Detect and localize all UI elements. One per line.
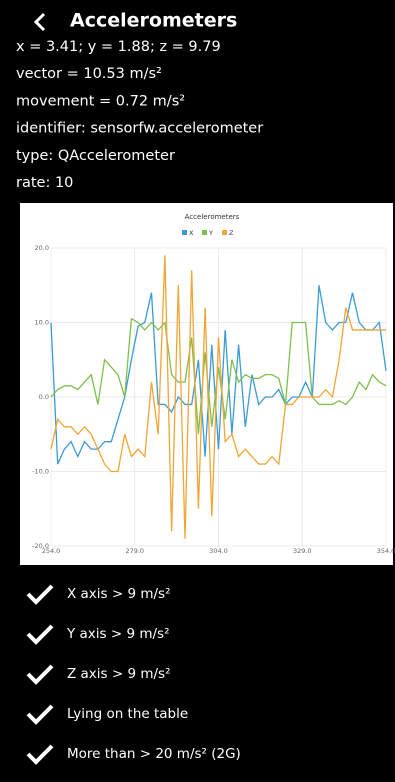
info-line: movement = 0.72 m/s² <box>16 93 185 109</box>
x-tick-label: 279.0 <box>125 547 144 555</box>
x-tick-label: 354.0 <box>377 547 395 555</box>
y-tick-label: 10.0 <box>35 319 49 327</box>
legend-swatch <box>222 230 227 235</box>
page-title: Accelerometers <box>70 10 237 32</box>
check-icon <box>26 664 54 685</box>
info-line: x = 3.41; y = 1.88; z = 9.79 <box>16 39 221 55</box>
check-label: Z axis > 9 m/s² <box>67 666 171 682</box>
y-tick-label: -10.0 <box>32 468 49 476</box>
check-icon <box>26 624 54 645</box>
info-line: type: QAccelerometer <box>16 148 175 164</box>
x-tick-label: 304.0 <box>209 547 228 555</box>
info-line: rate: 10 <box>16 175 73 191</box>
check-label: X axis > 9 m/s² <box>67 586 171 602</box>
y-tick-label: 0.0 <box>39 393 49 401</box>
legend-swatch <box>202 230 207 235</box>
y-tick-label: -20.0 <box>32 542 49 550</box>
check-label: Lying on the table <box>67 706 188 722</box>
check-label: Y axis > 9 m/s² <box>66 626 170 642</box>
check-icon <box>26 744 54 765</box>
legend-label: X <box>189 229 194 237</box>
check-icon <box>26 584 54 605</box>
check-label: More than > 20 m/s² (2G) <box>67 746 241 762</box>
info-line: identifier: sensorfw.accelerometer <box>16 121 263 137</box>
info-line: vector = 10.53 m/s² <box>16 66 162 82</box>
x-tick-label: 254.0 <box>42 547 61 555</box>
series-line <box>50 255 386 539</box>
back-button[interactable] <box>33 12 46 32</box>
x-tick-label: 329.0 <box>293 547 312 555</box>
legend-swatch <box>182 230 187 235</box>
legend-label: Z <box>229 229 234 237</box>
chart-title: Accelerometers <box>185 213 240 221</box>
chart-card <box>20 203 393 565</box>
series-line <box>50 285 387 465</box>
y-tick-label: 20.0 <box>35 244 49 252</box>
check-icon <box>26 704 54 725</box>
legend-label: Y <box>208 229 213 237</box>
series-line <box>50 317 387 435</box>
